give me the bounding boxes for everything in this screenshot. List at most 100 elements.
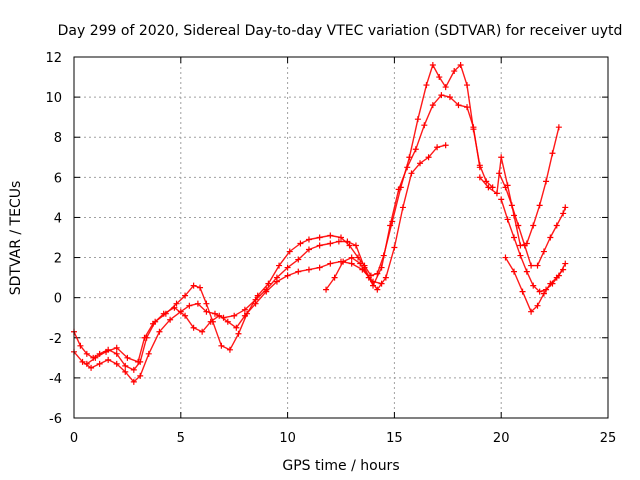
- data-point: [305, 266, 312, 273]
- data-point: [438, 92, 445, 99]
- data-point: [182, 312, 189, 319]
- data-point: [446, 94, 453, 101]
- data-point: [263, 288, 270, 295]
- x-tick-label: 0: [70, 431, 78, 446]
- data-point: [182, 292, 189, 299]
- data-point: [502, 254, 509, 261]
- data-point: [442, 84, 449, 91]
- data-point: [436, 74, 443, 81]
- data-point: [113, 360, 120, 367]
- y-axis-label: SDTVAR / TECUs: [8, 181, 24, 296]
- data-point: [231, 312, 238, 319]
- series-track-2: [71, 92, 483, 385]
- data-point: [562, 204, 569, 211]
- grid: [74, 57, 608, 418]
- data-point: [515, 222, 522, 229]
- data-point: [197, 284, 204, 291]
- data-point: [378, 264, 385, 271]
- data-point: [519, 288, 526, 295]
- data-point: [346, 242, 353, 249]
- x-axis-label: GPS time / hours: [282, 458, 399, 474]
- axis-ticks: 0 5 10 15 20 25 -6 -4 -2 0 2 4 6 8 10 12: [45, 51, 616, 446]
- data-point: [395, 186, 402, 193]
- data-point: [543, 178, 550, 185]
- data-point: [276, 262, 283, 269]
- data-point: [451, 68, 458, 75]
- data-point: [331, 274, 338, 281]
- data-point: [77, 342, 84, 349]
- data-point: [284, 272, 291, 279]
- x-tick-label: 15: [386, 431, 403, 446]
- data-point: [316, 242, 323, 249]
- data-point: [560, 266, 567, 273]
- data-point: [145, 350, 152, 357]
- series-line: [498, 172, 566, 267]
- data-point: [190, 282, 197, 289]
- data-point: [382, 274, 389, 281]
- data-point: [190, 324, 197, 331]
- data-point: [408, 170, 415, 177]
- data-point: [464, 104, 471, 111]
- data-point: [233, 324, 240, 331]
- data-point: [470, 124, 477, 131]
- data-point: [528, 308, 535, 315]
- data-point: [83, 360, 90, 367]
- data-point: [113, 344, 120, 351]
- data-point: [560, 210, 567, 217]
- data-point: [171, 304, 178, 311]
- x-tick-label: 20: [493, 431, 510, 446]
- data-point: [167, 316, 174, 323]
- data-point: [216, 312, 223, 319]
- series-track-8: [502, 254, 567, 315]
- data-point: [417, 160, 424, 167]
- data-point: [211, 310, 218, 317]
- series-track-3: [83, 258, 385, 367]
- data-point: [540, 248, 547, 255]
- data-point: [555, 124, 562, 131]
- data-point: [429, 102, 436, 109]
- y-tick-label: -6: [49, 412, 62, 427]
- y-tick-label: 4: [54, 211, 62, 226]
- data-point: [553, 222, 560, 229]
- data-point: [295, 268, 302, 275]
- data-point: [335, 238, 342, 245]
- data-point: [130, 378, 137, 385]
- data-point: [365, 274, 372, 281]
- data-point: [357, 260, 364, 267]
- series-track-4: [323, 142, 449, 293]
- data-point: [305, 236, 312, 243]
- data-point: [536, 288, 543, 295]
- series-track-5: [476, 124, 562, 249]
- data-point: [273, 278, 280, 285]
- data-point: [553, 274, 560, 281]
- data-point: [124, 354, 131, 361]
- data-point: [483, 178, 490, 185]
- y-tick-label: -2: [49, 332, 62, 347]
- data-point: [530, 222, 537, 229]
- data-point: [547, 280, 554, 287]
- data-point: [130, 366, 137, 373]
- data-point: [414, 116, 421, 123]
- data-point: [199, 328, 206, 335]
- data-point: [235, 330, 242, 337]
- data-point: [79, 358, 86, 365]
- data-point: [113, 350, 120, 357]
- data-point: [327, 260, 334, 267]
- y-tick-label: 10: [45, 91, 62, 106]
- data-point: [96, 360, 103, 367]
- data-point: [194, 300, 201, 307]
- data-point: [404, 164, 411, 171]
- y-tick-label: 12: [45, 51, 62, 66]
- y-tick-label: 0: [54, 292, 62, 307]
- data-point: [348, 260, 355, 267]
- data-point: [549, 150, 556, 157]
- data-point: [305, 246, 312, 253]
- data-point: [316, 264, 323, 271]
- data-point: [316, 234, 323, 241]
- data-point: [92, 354, 99, 361]
- data-point: [224, 318, 231, 325]
- data-point: [297, 240, 304, 247]
- data-point: [122, 368, 129, 375]
- data-point: [338, 234, 344, 241]
- data-point: [464, 82, 471, 89]
